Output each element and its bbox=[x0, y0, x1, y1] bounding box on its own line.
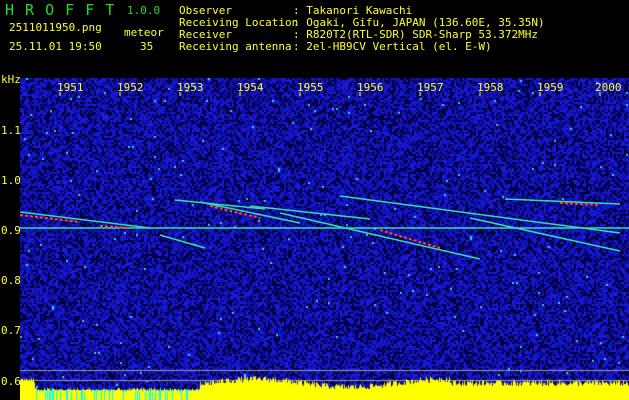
meteor-trace bbox=[279, 212, 481, 260]
y-tick-label: 0.7 bbox=[1, 324, 21, 337]
spectrogram-noise bbox=[20, 78, 629, 400]
x-tick-label: 2000 bbox=[595, 81, 622, 94]
y-tick-label: 0.9 bbox=[1, 224, 21, 237]
meteor-trace bbox=[249, 205, 371, 220]
x-tick-label: 1954 bbox=[237, 81, 264, 94]
meteor-echo-strong bbox=[209, 205, 261, 219]
x-tick-label: 1953 bbox=[177, 81, 204, 94]
meteor-trace bbox=[174, 199, 266, 210]
observer-label: Observer bbox=[179, 4, 232, 17]
datetime: 25.11.01 19:50 bbox=[9, 40, 102, 53]
antenna-value: : 2el-HB9CV Vertical (el. E-W) bbox=[293, 40, 492, 53]
spectrogram bbox=[20, 78, 629, 400]
meteor-trace bbox=[199, 201, 301, 224]
meteor-trace bbox=[159, 234, 206, 249]
app-title: H R O F F T bbox=[5, 1, 116, 19]
x-tick-label: 1959 bbox=[537, 81, 564, 94]
x-tick-label: 1951 bbox=[57, 81, 84, 94]
meteor-trace bbox=[20, 211, 151, 229]
y-tick-label: 1.1 bbox=[1, 124, 21, 137]
x-tick-label: 1952 bbox=[117, 81, 144, 94]
receiver-label: Receiver bbox=[179, 28, 232, 41]
observer-value: : Takanori Kawachi bbox=[293, 4, 413, 17]
app-version: 1.0.0 bbox=[127, 4, 161, 17]
meteor-echo-strong bbox=[20, 214, 81, 223]
y-unit-label: kHz bbox=[1, 73, 21, 86]
meteor-trace bbox=[339, 195, 621, 234]
y-tick-label: 1.0 bbox=[1, 174, 21, 187]
y-tick-label: 0.8 bbox=[1, 274, 21, 287]
filename: 2511011950.png bbox=[9, 21, 102, 34]
receiver-value: : R820T2(RTL-SDR) SDR-Sharp 53.372MHz bbox=[293, 28, 539, 41]
meteor-echo-strong bbox=[379, 229, 441, 249]
location-label: Receiving Location bbox=[179, 16, 299, 29]
x-tick-label: 1956 bbox=[357, 81, 384, 94]
y-tick-label: 0.6 bbox=[1, 375, 21, 388]
meteor-traces bbox=[20, 92, 629, 260]
meteor-trace bbox=[469, 217, 621, 252]
x-tick-label: 1955 bbox=[297, 81, 324, 94]
meteor-echo-strong bbox=[559, 202, 601, 206]
location-value: : Ogaki, Gifu, JAPAN (136.60E, 35.35N) bbox=[293, 16, 545, 29]
meteor-trace bbox=[504, 198, 621, 205]
meteor-count: 35 bbox=[140, 40, 154, 53]
x-tick-label: 1957 bbox=[417, 81, 444, 94]
antenna-label: Receiving antenna bbox=[179, 40, 292, 53]
meteor-echo-strong bbox=[99, 225, 131, 229]
meteor-label: meteor bbox=[124, 26, 164, 39]
x-tick-label: 1958 bbox=[477, 81, 504, 94]
